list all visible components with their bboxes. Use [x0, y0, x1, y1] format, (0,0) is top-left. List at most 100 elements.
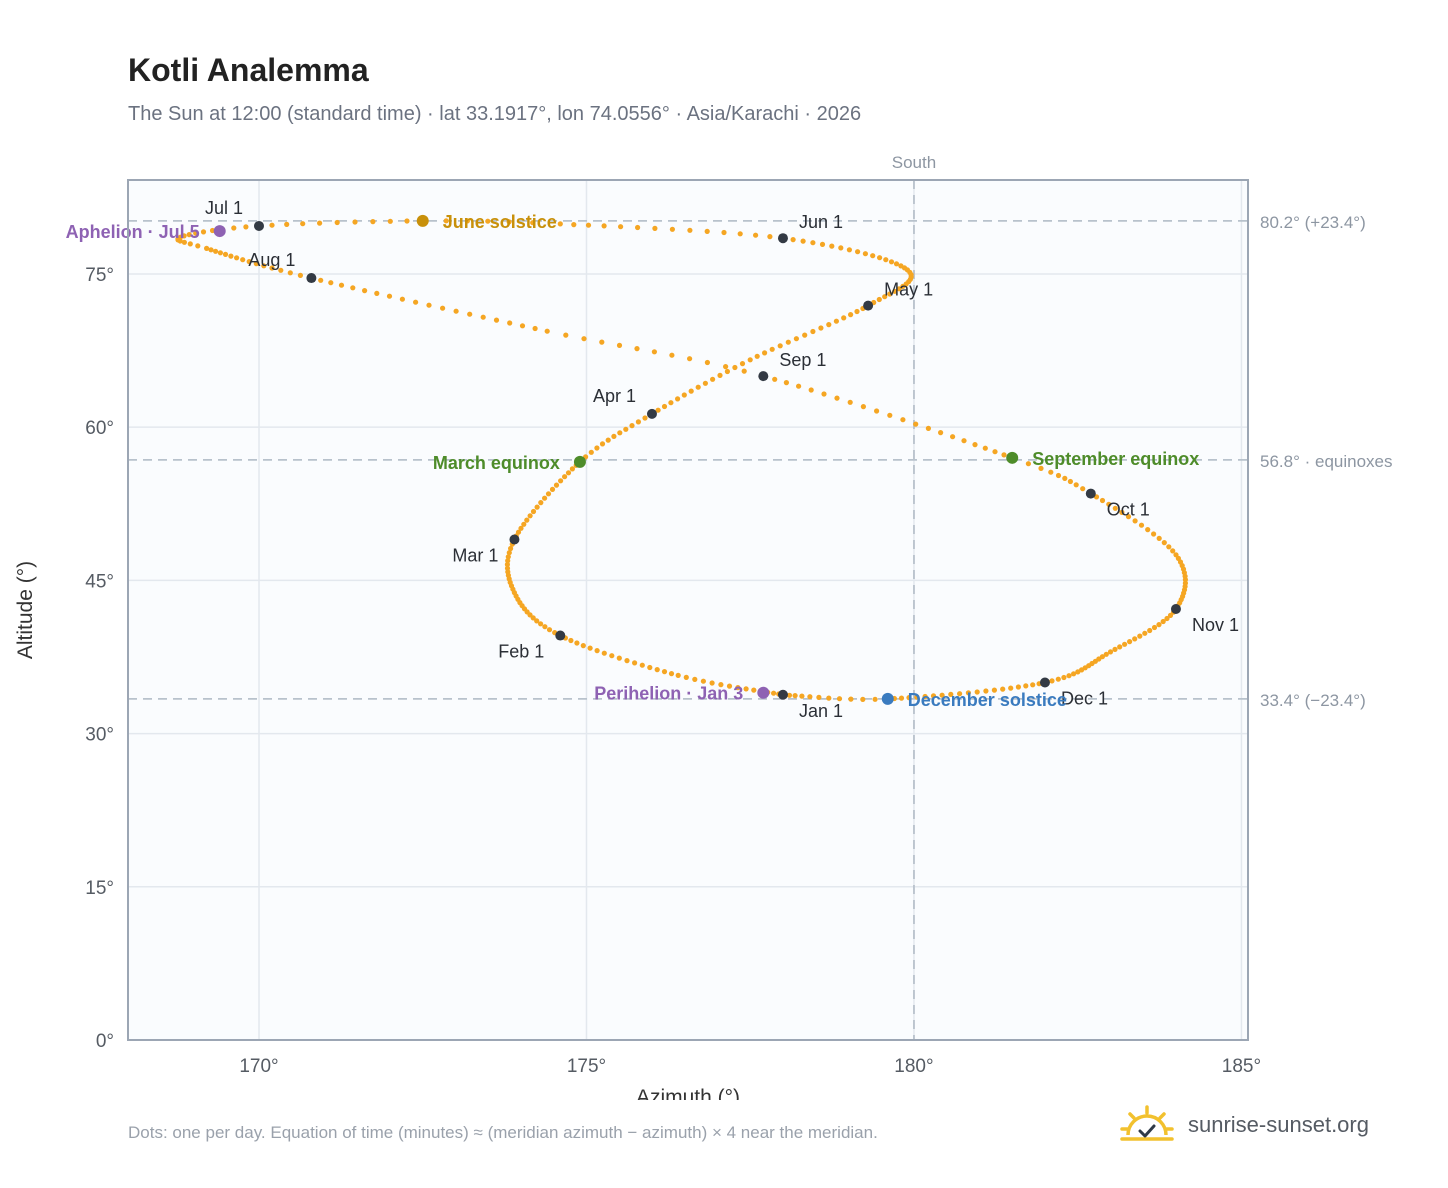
daily-sun-dot	[1166, 544, 1172, 550]
event-marker	[757, 686, 770, 699]
daily-sun-dot	[709, 680, 715, 686]
daily-sun-dot	[186, 232, 192, 238]
daily-sun-dot	[893, 261, 900, 267]
event-label: December solstice	[908, 690, 1067, 710]
event-marker	[416, 214, 429, 227]
event-label: September equinox	[1032, 449, 1199, 469]
daily-sun-dot	[799, 693, 805, 699]
daily-sun-dot	[1142, 630, 1148, 636]
daily-sun-dot	[792, 693, 798, 699]
daily-sun-dot	[1170, 548, 1176, 554]
daily-sun-dot	[841, 315, 847, 321]
daily-sun-dot	[807, 694, 813, 700]
daily-sun-dot	[601, 223, 607, 229]
daily-sun-dot	[213, 248, 219, 254]
daily-sun-dot	[181, 239, 187, 245]
daily-sun-dot	[642, 415, 648, 421]
daily-sun-dot	[802, 332, 808, 338]
daily-sun-dot	[246, 259, 252, 265]
daily-sun-dot	[1075, 669, 1081, 675]
daily-sun-dot	[888, 259, 895, 265]
month-marker	[509, 534, 520, 545]
plot-background	[128, 180, 1248, 1040]
daily-sun-dot	[530, 220, 536, 226]
daily-sun-dot	[187, 241, 193, 247]
daily-sun-dot	[505, 554, 511, 560]
daily-sun-dot	[413, 299, 419, 305]
daily-sun-dot	[616, 655, 622, 661]
month-marker	[777, 233, 788, 244]
daily-sun-dot	[992, 449, 998, 455]
daily-sun-dot	[883, 257, 889, 263]
daily-sun-dot	[195, 243, 201, 249]
daily-sun-dot	[574, 640, 580, 646]
daily-sun-dot	[772, 376, 778, 382]
daily-sun-dot	[771, 690, 777, 696]
month-marker-label: May 1	[884, 280, 933, 300]
daily-sun-dot	[1107, 649, 1114, 655]
daily-sun-dot	[1151, 624, 1158, 631]
daily-sun-dot	[629, 423, 635, 429]
y-axis-label: Altitude (°)	[14, 561, 37, 659]
daily-sun-dot	[872, 696, 878, 702]
daily-sun-dot	[887, 291, 893, 297]
daily-sun-dot	[231, 225, 237, 231]
daily-sun-dot	[1080, 486, 1086, 492]
month-marker	[646, 408, 657, 419]
daily-sun-dot	[687, 227, 693, 233]
daily-sun-dot	[269, 265, 275, 271]
daily-sun-dot	[747, 357, 753, 363]
daily-sun-dot	[950, 434, 956, 440]
daily-sun-dot	[668, 400, 674, 406]
daily-sun-dot	[751, 687, 757, 693]
daily-sun-dot	[1073, 482, 1079, 488]
daily-sun-dot	[546, 627, 553, 633]
daily-sun-dot	[594, 445, 600, 451]
daily-sun-dot	[601, 650, 607, 656]
daily-sun-dot	[913, 421, 919, 427]
brand-badge[interactable]: sunrise-sunset.org	[1120, 1100, 1369, 1150]
daily-sun-dot	[1147, 627, 1153, 634]
daily-sun-dot	[580, 643, 586, 649]
event-label: June solstice	[443, 212, 557, 232]
daily-sun-dot	[350, 285, 356, 291]
plot-frame	[127, 179, 1249, 1041]
daily-sun-dot	[669, 226, 676, 232]
daily-sun-dot	[961, 438, 967, 444]
daily-sun-dot	[1112, 505, 1118, 511]
daily-sun-dot	[287, 270, 293, 276]
y-tick-label: 60°	[85, 418, 114, 439]
month-marker	[777, 689, 788, 700]
daily-sun-dot	[1062, 475, 1068, 481]
daily-sun-dot	[668, 671, 675, 677]
daily-sun-dot	[1122, 641, 1128, 647]
daily-sun-dot	[753, 232, 759, 238]
month-marker-label: Nov 1	[1192, 615, 1239, 635]
daily-sun-dot	[661, 669, 668, 675]
daily-sun-dot	[594, 648, 600, 654]
daily-sun-dot	[508, 545, 514, 552]
daily-sun-dot	[661, 403, 668, 410]
daily-sun-dot	[1127, 639, 1133, 645]
daily-sun-dot	[269, 222, 275, 228]
daily-sun-dot	[443, 218, 449, 224]
daily-sun-dot	[826, 322, 832, 328]
daily-sun-dot	[278, 267, 284, 273]
daily-sun-dot	[208, 247, 214, 253]
daily-sun-dot	[1049, 678, 1055, 684]
daily-sun-dot	[542, 495, 548, 501]
daily-sun-dot	[930, 693, 937, 699]
daily-sun-dot	[453, 308, 459, 314]
daily-sun-dot	[810, 240, 816, 246]
daily-sun-dot	[240, 257, 246, 263]
daily-sun-dot	[939, 692, 945, 698]
daily-sun-dot	[506, 219, 512, 225]
daily-sun-dot	[1023, 683, 1029, 689]
brand-name: sunrise-sunset.org	[1188, 1112, 1369, 1137]
month-marker-label: Mar 1	[452, 546, 498, 566]
daily-sun-dot	[581, 336, 587, 342]
daily-sun-dot	[1125, 514, 1132, 520]
daily-sun-dot	[870, 253, 876, 259]
daily-sun-dot	[617, 430, 623, 436]
daily-sun-dot	[793, 336, 800, 342]
